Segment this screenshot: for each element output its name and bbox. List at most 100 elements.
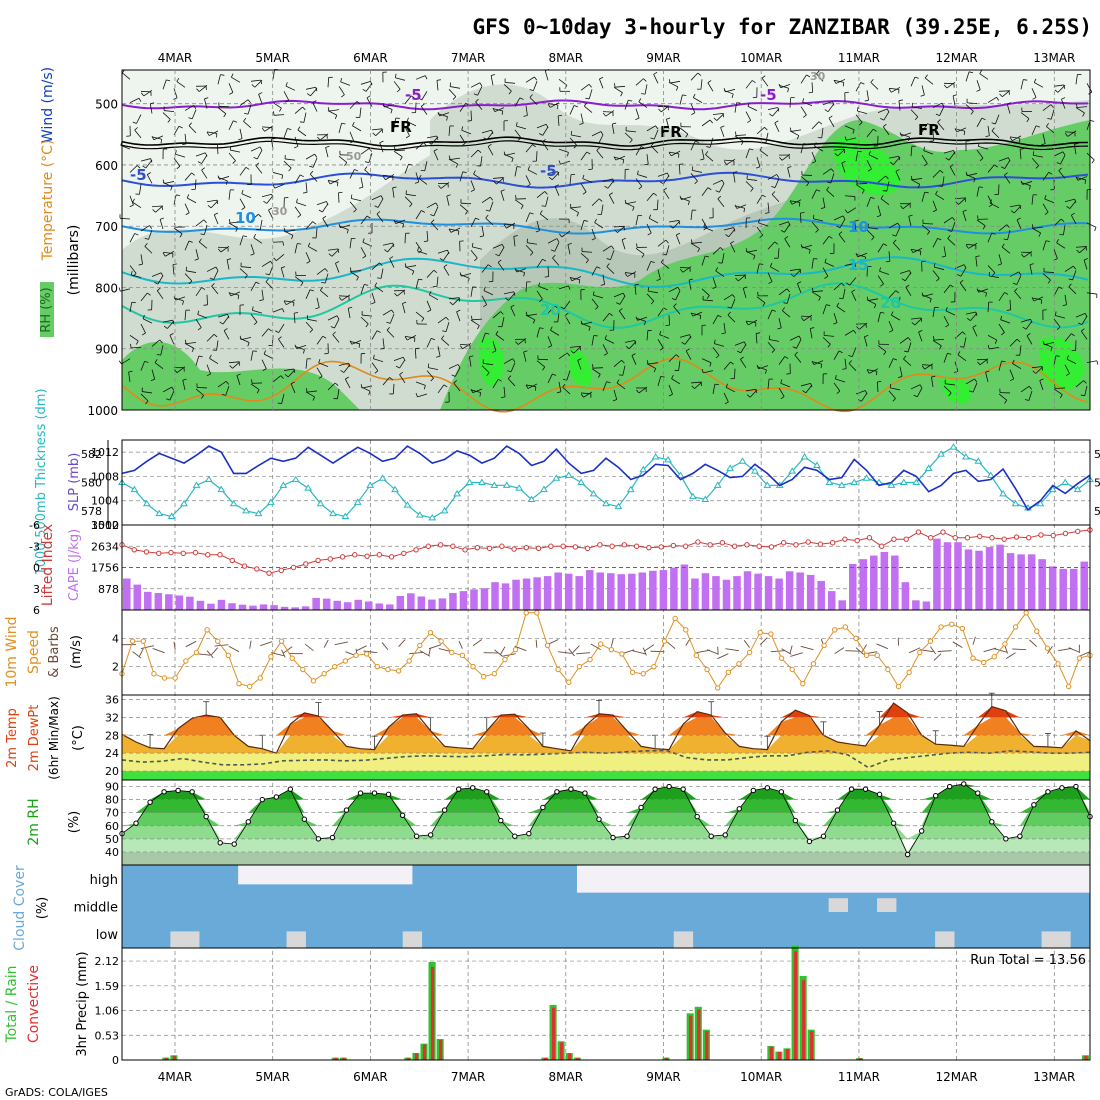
wind-barb xyxy=(294,243,298,254)
wind-barb xyxy=(933,338,945,341)
wind-barb-flag xyxy=(777,327,782,330)
wind-barb xyxy=(778,356,786,365)
wind-barb xyxy=(296,345,307,349)
wind-barb-flag xyxy=(991,232,996,235)
wind-barb-flag xyxy=(799,269,802,274)
lifted-index-line-point xyxy=(658,544,664,550)
lifted-tick: 0 xyxy=(33,562,40,575)
wind-barb-flag xyxy=(954,370,959,374)
wind-barb xyxy=(516,268,527,273)
wind-barb xyxy=(673,306,681,315)
wind-barb xyxy=(833,215,844,221)
wind-barb-flag xyxy=(707,80,712,84)
wind-barb-flag xyxy=(1029,185,1031,190)
wind-barb-flag xyxy=(982,225,986,230)
wind-barb xyxy=(459,103,466,112)
wind-barb xyxy=(146,174,153,184)
rh2m-line-point xyxy=(1003,836,1009,842)
wind-barb xyxy=(712,277,717,288)
wind-barb xyxy=(243,121,252,129)
wind-barb xyxy=(329,109,340,112)
wind-barb xyxy=(305,182,308,193)
wind-barb xyxy=(415,242,422,251)
wind-barb xyxy=(389,313,395,324)
wind-barb xyxy=(833,350,840,360)
contour-minus5-upper xyxy=(121,99,1089,111)
rh2m-line-point xyxy=(484,789,490,795)
wind-barb xyxy=(1042,172,1050,181)
wind-barb xyxy=(470,149,479,158)
wind-barb xyxy=(1033,154,1044,158)
wind-barb-flag xyxy=(470,388,474,393)
wind-barb xyxy=(322,218,329,228)
wind-barb-flag xyxy=(567,152,569,157)
wind-barb-flag xyxy=(747,120,751,123)
wind-barb-flag xyxy=(354,169,359,172)
wind-barb xyxy=(646,330,649,341)
wind-barb xyxy=(712,247,721,255)
wind-barb xyxy=(293,313,296,324)
wind-barb-flag xyxy=(996,97,1000,101)
thickness-line-point xyxy=(788,467,797,474)
lifted-index-line-point xyxy=(523,544,530,551)
wind-barb-flag xyxy=(988,204,993,208)
wind10-speed-line-point xyxy=(683,627,689,633)
slp-label: SLP (mb) xyxy=(67,453,82,512)
wind-barb xyxy=(963,337,967,348)
wind-barb-flag xyxy=(592,291,595,296)
wind-barb xyxy=(943,150,954,154)
wind-barb xyxy=(569,207,579,214)
wind-barb-flag xyxy=(461,126,464,131)
wind-barb xyxy=(360,316,369,325)
wind-barb xyxy=(261,328,269,337)
wind10-speed-line-point xyxy=(193,649,200,656)
wind-barb xyxy=(626,201,637,205)
rh2m-line-point xyxy=(189,789,195,795)
wind-barb xyxy=(987,265,996,274)
wind-barb-flag xyxy=(613,156,617,161)
wind-barb xyxy=(550,102,560,108)
wind-barb-flag xyxy=(548,176,553,181)
wind-barb-flag xyxy=(414,181,419,184)
wind-barb-flag xyxy=(1023,79,1028,81)
wind-barb xyxy=(1023,250,1033,258)
wind-barb xyxy=(690,381,701,384)
wind-barb xyxy=(624,340,635,343)
wind-barb xyxy=(569,137,577,146)
wind-barb-flag xyxy=(307,93,311,97)
wind-barb-flag xyxy=(226,258,232,261)
wind-barb xyxy=(473,173,483,180)
wind-barb xyxy=(918,331,923,342)
wind-barb xyxy=(188,125,197,134)
wind-barb-flag xyxy=(918,329,923,333)
thickness-tick: 582 xyxy=(81,448,102,461)
wind-barb xyxy=(169,335,175,345)
wind-barb xyxy=(952,95,956,106)
wind-barb-flag xyxy=(1061,97,1066,100)
wind-barb-flag xyxy=(186,194,190,199)
wind-barb-flag xyxy=(653,71,658,75)
wind-barb xyxy=(450,86,461,89)
rh2m-line-point xyxy=(1059,785,1065,791)
wind-barb-flag xyxy=(427,309,432,313)
wind-barb-flag xyxy=(997,263,1002,266)
wind-barb-flag xyxy=(479,235,484,238)
lifted-index-line-point xyxy=(327,556,334,562)
cape-bar xyxy=(343,602,352,610)
wind-barb-flag xyxy=(580,393,584,398)
cape-tick: 878 xyxy=(98,583,119,596)
wind-barb-flag xyxy=(784,356,789,359)
wind-barb-flag xyxy=(170,186,173,191)
wind-barb xyxy=(684,336,692,345)
wind-barb-flag xyxy=(650,260,655,264)
cape-bar xyxy=(596,572,604,610)
wind-barb xyxy=(844,125,855,131)
wind-barb-flag xyxy=(904,350,909,353)
wind-barb xyxy=(668,354,677,362)
wind-barb-flag xyxy=(330,326,335,329)
wind-barb xyxy=(877,345,887,352)
wind-barb-flag xyxy=(501,110,504,115)
wind-barb xyxy=(638,386,648,394)
wind-barb-flag xyxy=(855,253,859,258)
